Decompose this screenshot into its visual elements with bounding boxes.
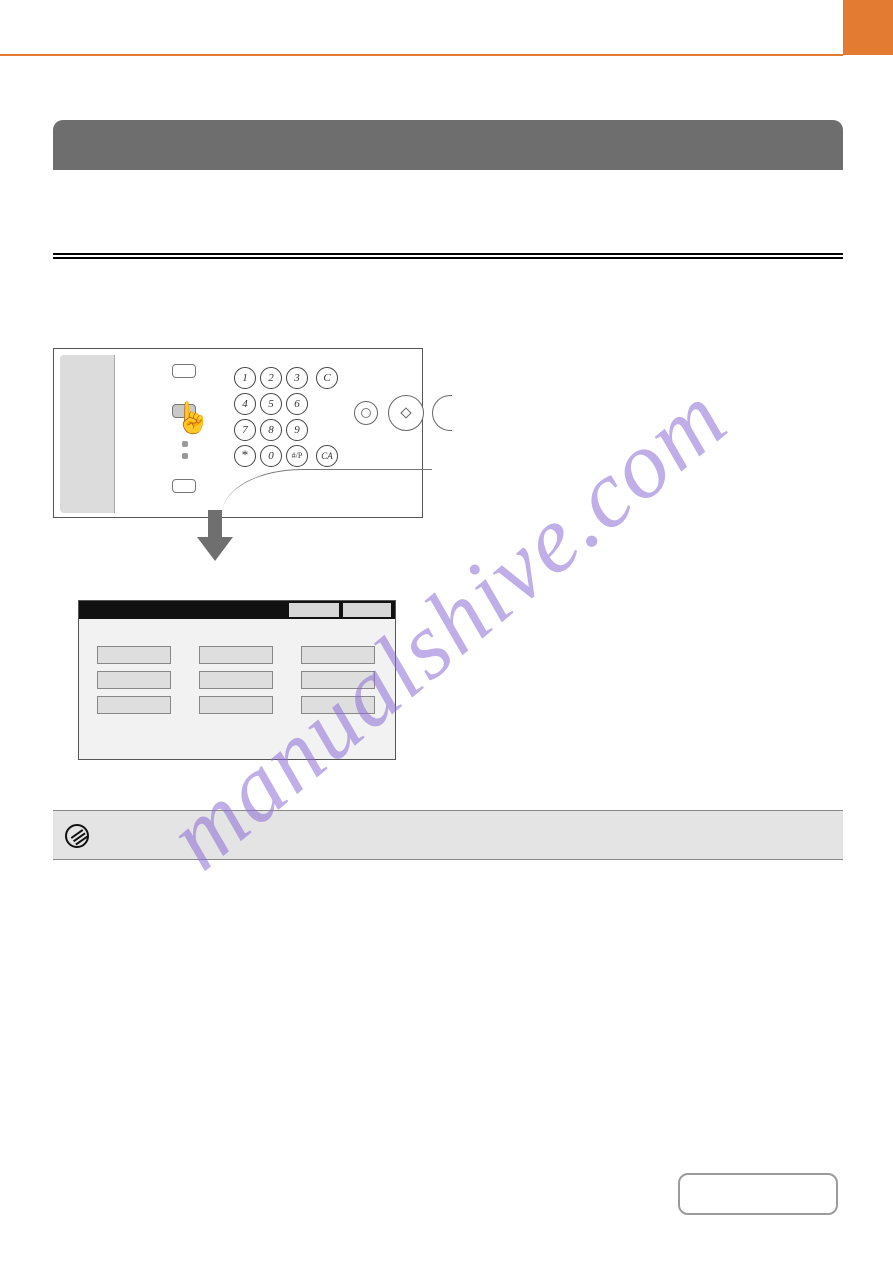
touchscreen-illustration (78, 600, 396, 760)
key-ca: CA (316, 445, 338, 467)
key-5: 5 (260, 393, 282, 415)
double-rule (53, 253, 843, 259)
key-2: 2 (260, 367, 282, 389)
panel-start-button-2 (432, 395, 452, 431)
operation-panel-illustration: ☝ 1 2 3 C 4 5 6 7 8 9 * 0 #/P CA (53, 348, 423, 518)
touch-hand-icon: ☝ (174, 404, 211, 434)
key-c: C (316, 367, 338, 389)
program-slot-5 (199, 671, 273, 689)
program-slot-3 (301, 646, 375, 664)
key-3: 3 (286, 367, 308, 389)
panel-lcd-area (60, 355, 115, 513)
panel-small-button-top (172, 364, 196, 378)
panel-curve (222, 469, 432, 519)
key-6: 6 (286, 393, 308, 415)
program-slot-2 (199, 646, 273, 664)
panel-small-button-bottom (172, 479, 196, 493)
pencil-note-icon (65, 824, 89, 848)
panel-led-2 (182, 453, 188, 459)
section-banner (53, 120, 843, 170)
program-slot-4 (97, 671, 171, 689)
panel-led-1 (182, 441, 188, 447)
key-star: * (234, 445, 256, 467)
note-box (53, 810, 843, 860)
screen-tab-2 (343, 603, 391, 617)
header-accent-tab (843, 0, 893, 55)
program-slot-1 (97, 646, 171, 664)
key-9: 9 (286, 419, 308, 441)
key-4: 4 (234, 393, 256, 415)
key-8: 8 (260, 419, 282, 441)
contents-button[interactable] (678, 1173, 838, 1215)
panel-circle-small (354, 401, 378, 425)
key-pound-p: #/P (286, 445, 308, 467)
key-0: 0 (260, 445, 282, 467)
key-1: 1 (234, 367, 256, 389)
screen-tab-1 (289, 603, 339, 617)
key-7: 7 (234, 419, 256, 441)
program-slot-9 (301, 696, 375, 714)
panel-circle-small-inner (361, 408, 371, 418)
program-slot-6 (301, 671, 375, 689)
program-slot-8 (199, 696, 273, 714)
header-rule (0, 54, 843, 56)
panel-start-button-1 (388, 395, 424, 431)
program-slot-7 (97, 696, 171, 714)
diamond-icon (400, 407, 411, 418)
